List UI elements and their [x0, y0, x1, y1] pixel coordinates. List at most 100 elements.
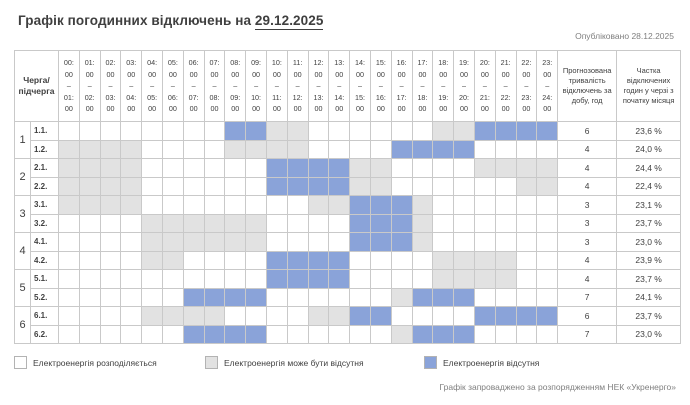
- state-cell-6.1-h20: [473, 306, 496, 326]
- state-cell-5.2-h15: [369, 287, 392, 307]
- state-cell-4.1-h17: [411, 232, 434, 252]
- hour-header-22: 22: 00–23: 00: [515, 50, 538, 122]
- state-cell-6.2-h2: [99, 324, 122, 344]
- state-cell-4.2-h17: [411, 250, 434, 270]
- state-cell-3.2-h4: [141, 213, 163, 233]
- state-cell-5.2-h21: [494, 287, 517, 307]
- state-cell-4.1-h18: [432, 232, 455, 252]
- state-cell-2.2-h5: [161, 176, 184, 196]
- state-cell-1.2-h9: [245, 139, 267, 159]
- state-cell-3.1-h11: [286, 195, 309, 215]
- subqueue-label: 3.2.: [30, 213, 59, 233]
- subqueue-label: 1.1.: [30, 121, 59, 141]
- state-cell-3.2-h14: [349, 213, 371, 233]
- legend-label-off: Електроенергія відсутня: [443, 357, 540, 368]
- schedule-row-4.1: 4 4.1. 3 23,0 %: [14, 232, 682, 270]
- hour-header-07: 07: 00–08: 00: [203, 50, 226, 122]
- queue-group-number: 4: [14, 232, 31, 270]
- state-cell-4.2-h21: [494, 250, 517, 270]
- queue-subqueue-header: Черга/ підчерга: [14, 50, 59, 122]
- state-cell-6.1-h6: [182, 306, 205, 326]
- state-cell-3.2-h17: [411, 213, 434, 233]
- state-cell-1.1-h4: [141, 121, 163, 141]
- state-cell-4.2-h12: [307, 250, 330, 270]
- state-cell-6.2-h19: [453, 324, 475, 344]
- queue-group-number: 2: [14, 158, 31, 196]
- state-cell-5.1-h12: [307, 269, 330, 289]
- duration-value: 4: [557, 269, 618, 289]
- state-cell-6.2-h10: [265, 324, 288, 344]
- state-cell-2.2-h21: [494, 176, 517, 196]
- state-cell-6.1-h1: [78, 306, 101, 326]
- state-cell-5.1-h9: [245, 269, 267, 289]
- state-cell-1.2-h3: [120, 139, 143, 159]
- state-cell-2.1-h23: [536, 158, 559, 178]
- state-cell-1.2-h7: [203, 139, 226, 159]
- hour-header-14: 14: 00–15: 00: [349, 50, 371, 122]
- state-cell-5.2-h22: [515, 287, 538, 307]
- state-cell-3.1-h12: [307, 195, 330, 215]
- state-cell-4.2-h8: [224, 250, 247, 270]
- state-cell-5.1-h10: [265, 269, 288, 289]
- hour-header-11: 11: 00–12: 00: [286, 50, 309, 122]
- subqueue-label: 4.2.: [30, 250, 59, 270]
- subqueue-label: 4.1.: [30, 232, 59, 252]
- schedule-row-2.2: 2.2. 4 22,4 %: [15, 176, 682, 196]
- state-cell-5.1-h16: [390, 269, 413, 289]
- state-cell-3.2-h3: [120, 213, 143, 233]
- state-cell-5.2-h13: [328, 287, 351, 307]
- hour-header-16: 16: 00–17: 00: [390, 50, 413, 122]
- subqueue-label: 5.1.: [30, 269, 59, 289]
- state-cell-4.1-h5: [161, 232, 184, 252]
- duration-value: 6: [557, 306, 618, 326]
- share-header: Частка відключених годин у черзі з почат…: [616, 50, 682, 122]
- state-cell-5.2-h9: [245, 287, 267, 307]
- hour-header-04: 04: 00–05: 00: [141, 50, 163, 122]
- duration-value: 4: [557, 158, 618, 178]
- state-cell-6.1-h15: [369, 306, 392, 326]
- state-cell-5.2-h0: [58, 287, 80, 307]
- state-cell-3.1-h4: [141, 195, 163, 215]
- hour-header-00: 00: 00–01: 00: [58, 50, 80, 122]
- state-cell-6.2-h4: [141, 324, 163, 344]
- queue-group-number: 3: [14, 195, 31, 233]
- state-cell-5.2-h12: [307, 287, 330, 307]
- state-cell-2.1-h21: [494, 158, 517, 178]
- duration-value: 4: [557, 176, 618, 196]
- state-cell-4.2-h0: [58, 250, 80, 270]
- state-cell-5.1-h0: [58, 269, 80, 289]
- state-cell-2.1-h11: [286, 158, 309, 178]
- state-cell-6.1-h12: [307, 306, 330, 326]
- page-title-text: Графік погодинних відключень на: [18, 13, 255, 28]
- schedule-row-3.1: 3 3.1. 3 23,1 %: [14, 195, 682, 233]
- state-cell-4.1-h10: [265, 232, 288, 252]
- state-cell-6.2-h17: [411, 324, 434, 344]
- state-cell-2.1-h6: [182, 158, 205, 178]
- state-cell-1.1-h23: [536, 121, 559, 141]
- state-cell-1.2-h16: [390, 139, 413, 159]
- state-cell-4.1-h2: [99, 232, 122, 252]
- hour-header-23: 23: 00–24: 00: [536, 50, 559, 122]
- subqueue-label: 2.1.: [30, 158, 59, 178]
- state-cell-1.2-h5: [161, 139, 184, 159]
- state-cell-6.2-h20: [473, 324, 496, 344]
- share-value: 23,6 %: [616, 121, 682, 141]
- state-cell-2.2-h7: [203, 176, 226, 196]
- state-cell-4.1-h8: [224, 232, 247, 252]
- state-cell-4.1-h4: [141, 232, 163, 252]
- state-cell-2.1-h5: [161, 158, 184, 178]
- schedule-row-4.2: 4.2. 4 23,9 %: [15, 250, 682, 270]
- state-cell-4.2-h14: [349, 250, 371, 270]
- state-cell-2.2-h1: [78, 176, 101, 196]
- state-cell-1.1-h6: [182, 121, 205, 141]
- state-cell-3.1-h15: [369, 195, 392, 215]
- schedule-row-1.1: 1 1.1. 6 23,6 %: [14, 121, 682, 159]
- state-cell-1.1-h0: [58, 121, 80, 141]
- state-cell-3.1-h2: [99, 195, 122, 215]
- state-cell-2.2-h8: [224, 176, 247, 196]
- duration-value: 3: [557, 232, 618, 252]
- state-cell-2.2-h9: [245, 176, 267, 196]
- state-cell-3.2-h19: [453, 213, 475, 233]
- schedule-row-1.2: 1.2. 4 24,0 %: [15, 139, 682, 159]
